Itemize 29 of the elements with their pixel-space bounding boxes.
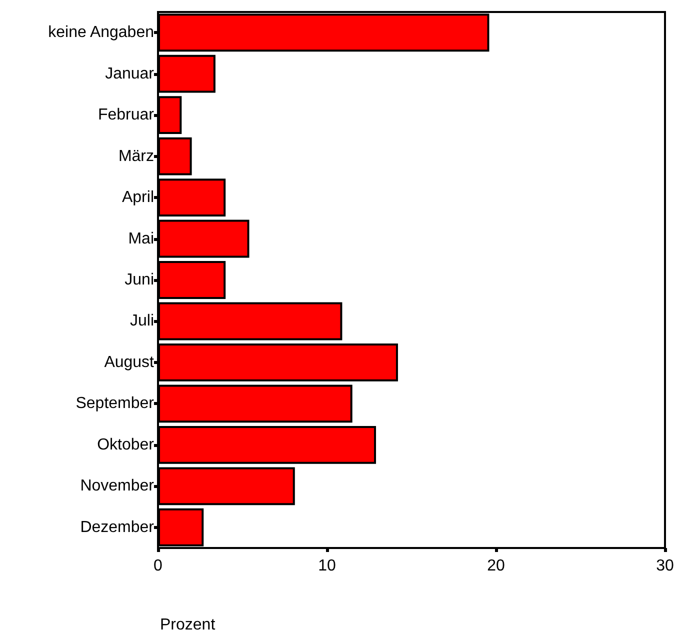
y-tick-label: April bbox=[122, 189, 154, 206]
x-tick-label: 30 bbox=[656, 558, 674, 574]
bar bbox=[158, 96, 182, 134]
bar bbox=[158, 426, 376, 464]
bar bbox=[158, 302, 342, 340]
bar bbox=[158, 343, 398, 382]
y-tick-label: Oktober bbox=[97, 436, 155, 454]
y-tick-label: Februar bbox=[98, 106, 155, 124]
bar bbox=[158, 467, 295, 506]
bar bbox=[158, 261, 226, 299]
y-tick-label: Dezember bbox=[80, 518, 155, 536]
y-tick-label: Juni bbox=[124, 272, 154, 288]
x-axis-title: Prozent bbox=[160, 616, 216, 634]
y-tick-label: März bbox=[118, 148, 154, 165]
bar bbox=[158, 220, 250, 258]
y-tick-label: September bbox=[76, 395, 155, 412]
bar bbox=[158, 384, 352, 423]
bar bbox=[158, 137, 192, 176]
x-tick-label: 0 bbox=[154, 558, 163, 574]
bar bbox=[158, 54, 216, 93]
y-tick-label: Mai bbox=[128, 230, 154, 248]
x-tick-label: 10 bbox=[318, 558, 336, 574]
y-tick-label: Januar bbox=[105, 65, 155, 82]
y-tick-label: keine Angaben bbox=[48, 24, 154, 42]
bar bbox=[158, 178, 226, 217]
y-tick-label: Juli bbox=[130, 312, 154, 330]
y-tick-label: November bbox=[80, 478, 155, 495]
y-tick-label: August bbox=[104, 354, 155, 371]
x-tick-label: 20 bbox=[487, 558, 505, 574]
